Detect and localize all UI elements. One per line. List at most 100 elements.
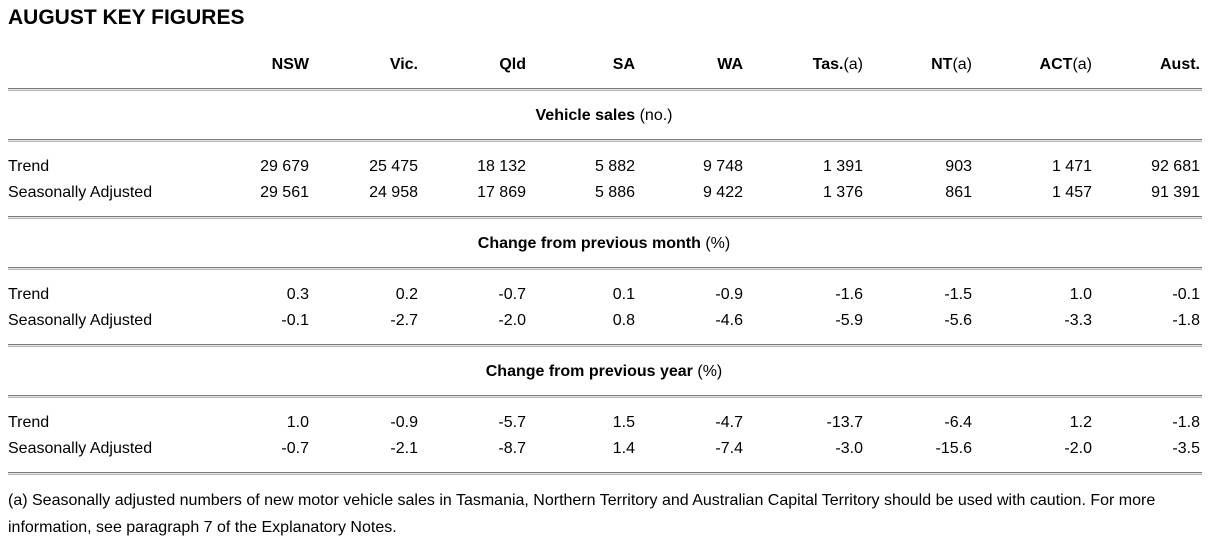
footnote: (a) Seasonally adjusted numbers of new m… <box>8 492 1156 536</box>
table-cell: 1.2 <box>1069 414 1092 431</box>
table-cell: 17 869 <box>477 184 526 201</box>
table-cell: 1 457 <box>1051 184 1092 201</box>
table-cell: -2.7 <box>390 312 418 329</box>
column-header-note: (a) <box>1072 56 1092 73</box>
table-cell: 29 679 <box>260 158 309 175</box>
table-cell: 0.3 <box>286 286 309 303</box>
row-label: Seasonally Adjusted <box>8 440 153 457</box>
table-cell: 1 376 <box>822 184 863 201</box>
section-heading-unit: (%) <box>697 363 723 380</box>
section-heading-unit: (no.) <box>639 107 673 124</box>
table-row-change-month-trend: Trend 0.3 0.2 -0.7 0.1 -0.9 -1.6 -1.5 1.… <box>8 284 1200 306</box>
table-cell: 9 422 <box>702 184 743 201</box>
table-cell: -0.1 <box>1172 286 1200 303</box>
table-cell: -5.9 <box>835 312 863 329</box>
table-cell: -1.8 <box>1172 312 1200 329</box>
table-cell: -1.6 <box>835 286 863 303</box>
table-cell: -6.4 <box>944 414 972 431</box>
table-cell: -1.8 <box>1172 414 1200 431</box>
column-header-label: NSW <box>271 56 309 73</box>
column-header-nt: NT(a) <box>872 54 972 76</box>
table-rule <box>8 88 1202 91</box>
column-header-wa: WA <box>644 54 743 76</box>
column-header-row: NSW Vic. Qld SA WA Tas.(a) NT(a) ACT(a) … <box>8 54 1200 76</box>
column-header-label: Qld <box>499 56 526 73</box>
table-row-change-year-trend: Trend 1.0 -0.9 -5.7 1.5 -4.7 -13.7 -6.4 … <box>8 412 1200 434</box>
table-cell: 9 748 <box>702 158 743 175</box>
table-cell: -3.3 <box>1064 312 1092 329</box>
table-cell: -0.9 <box>390 414 418 431</box>
table-rule <box>8 216 1202 219</box>
table-cell: -1.5 <box>944 286 972 303</box>
row-label: Trend <box>8 158 50 175</box>
table-cell: 25 475 <box>369 158 418 175</box>
table-cell: 18 132 <box>477 158 526 175</box>
column-header-qld: Qld <box>428 54 526 76</box>
table-cell: -2.0 <box>498 312 526 329</box>
table-row-vehicle-sales-seasonally-adjusted: Seasonally Adjusted 29 561 24 958 17 869… <box>8 182 1200 204</box>
table-cell: 5 886 <box>594 184 635 201</box>
table-cell: 1.4 <box>612 440 635 457</box>
table-cell: 0.8 <box>612 312 635 329</box>
table-cell: -0.1 <box>281 312 309 329</box>
table-cell: -0.7 <box>498 286 526 303</box>
section-heading-label: Change from previous month <box>477 235 701 252</box>
table-cell: 0.1 <box>612 286 635 303</box>
column-header-note: (a) <box>952 56 972 73</box>
section-heading-label: Vehicle sales <box>535 107 636 124</box>
column-header-label: Aust. <box>1160 56 1200 73</box>
table-cell: -7.4 <box>715 440 743 457</box>
table-cell: 903 <box>945 158 972 175</box>
table-cell: -2.1 <box>390 440 418 457</box>
page-title: AUGUST KEY FIGURES <box>8 6 245 29</box>
table-cell: -13.7 <box>826 414 863 431</box>
table-cell: -5.7 <box>498 414 526 431</box>
column-header-act: ACT(a) <box>982 54 1092 76</box>
table-rule <box>8 472 1202 475</box>
table-cell: -2.0 <box>1064 440 1092 457</box>
table-cell: 29 561 <box>260 184 309 201</box>
row-label: Seasonally Adjusted <box>8 312 153 329</box>
table-row-vehicle-sales-trend: Trend 29 679 25 475 18 132 5 882 9 748 1… <box>8 156 1200 178</box>
column-header-label: Tas. <box>812 56 844 73</box>
row-label: Trend <box>8 286 50 303</box>
row-label: Trend <box>8 414 50 431</box>
table-cell: -0.7 <box>281 440 309 457</box>
column-header-nsw: NSW <box>208 54 309 76</box>
table-cell: 1.0 <box>286 414 309 431</box>
column-header-label: SA <box>612 56 635 73</box>
table-cell: 1.0 <box>1069 286 1092 303</box>
table-rule <box>8 395 1202 398</box>
column-header-vic: Vic. <box>318 54 418 76</box>
table-cell: 1 471 <box>1051 158 1092 175</box>
table-cell: 24 958 <box>369 184 418 201</box>
column-header-aust: Aust. <box>1102 54 1200 76</box>
table-cell: -3.5 <box>1172 440 1200 457</box>
table-cell: 92 681 <box>1151 158 1200 175</box>
column-header-label: WA <box>717 56 743 73</box>
table-cell: -4.6 <box>715 312 743 329</box>
column-header-note: (a) <box>843 56 863 73</box>
table-rule <box>8 344 1202 347</box>
table-cell: -5.6 <box>944 312 972 329</box>
column-header-label: ACT <box>1039 56 1073 73</box>
column-header-label: NT <box>931 56 953 73</box>
table-row-change-month-seasonally-adjusted: Seasonally Adjusted -0.1 -2.7 -2.0 0.8 -… <box>8 310 1200 332</box>
table-cell: 1 391 <box>822 158 863 175</box>
column-header-tas: Tas.(a) <box>753 54 863 76</box>
table-rule <box>8 139 1202 142</box>
section-heading-change-month: Change from previous month (%) <box>8 233 1200 255</box>
table-row-change-year-seasonally-adjusted: Seasonally Adjusted -0.7 -2.1 -8.7 1.4 -… <box>8 438 1200 460</box>
section-heading-change-year: Change from previous year (%) <box>8 361 1200 383</box>
section-heading-label: Change from previous year <box>485 363 693 380</box>
table-cell: 5 882 <box>594 158 635 175</box>
table-cell: 0.2 <box>395 286 418 303</box>
table-rule <box>8 267 1202 270</box>
table-cell: -3.0 <box>835 440 863 457</box>
section-heading-unit: (%) <box>705 235 731 252</box>
table-cell: -0.9 <box>715 286 743 303</box>
table-cell: 861 <box>945 184 972 201</box>
column-header-sa: SA <box>536 54 635 76</box>
table-cell: 1.5 <box>612 414 635 431</box>
table-cell: 91 391 <box>1151 184 1200 201</box>
